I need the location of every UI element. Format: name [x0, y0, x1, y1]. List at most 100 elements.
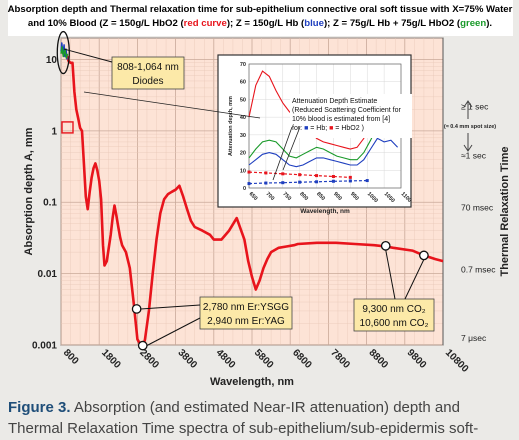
y2-axis-label: Thermal Relaxation Time: [499, 146, 511, 276]
inset-grid: [248, 63, 402, 189]
inset-series-marker: [348, 179, 352, 183]
inset-legend-hbo2: = HbO2 ): [333, 125, 364, 132]
inset-x-tick-label: 650: [248, 191, 259, 202]
annotation-diodes-line: Diodes: [132, 76, 163, 87]
x-tick-label: 9800: [405, 347, 429, 371]
inset-series-marker: [264, 181, 268, 185]
inset-y-tick-label: 0: [243, 186, 246, 192]
annotation-co2: 9,300 nm CO₂ 10,600 nm CO₂: [353, 298, 435, 332]
inset-series-marker: [331, 179, 335, 183]
series-line-0: [60, 50, 444, 350]
figure-caption: Figure 3. Absorption (and estimated Near…: [8, 397, 513, 439]
arrow-down-icon: [463, 133, 473, 152]
inset-arrow-hb: [272, 126, 293, 181]
laser-point-marker-2: [380, 240, 391, 251]
inset-series-marker: [348, 175, 352, 179]
inset-title-line: (Reduced Scattering Coefficient for: [292, 107, 401, 114]
inset-series-line-2: [248, 137, 399, 168]
y-tick-label: 0.001: [32, 341, 57, 352]
inset-series-marker: [281, 172, 285, 176]
inset-title-line: Attenuation Depth Estimate: [292, 98, 377, 105]
inset-series-marker: [264, 171, 268, 175]
chart-title-line1: Absorption depth and Thermal relaxation …: [8, 4, 513, 15]
y-axis-label: Absorption depth A, mm: [23, 127, 35, 255]
inset-y-tick-label: 60: [240, 80, 246, 86]
inset-y-tick-label: 50: [240, 97, 246, 103]
spot-size-note: (≈ 0.4 mm spot size): [444, 124, 496, 130]
title-line2-part-4: ); Z = 75g/L Hb + 75g/L HbO2 (: [324, 18, 461, 29]
x-tick-label: 2800: [137, 347, 161, 371]
inset-series-marker: [331, 174, 335, 178]
absorption-depth-chart: Absorption depth and Thermal relaxation …: [8, 0, 513, 388]
y2-tick-label: 0.7 msec: [461, 264, 496, 274]
inset-x-tick-label: 800: [298, 191, 309, 202]
laser-point-marker-1: [137, 340, 148, 351]
y-tick-label: 10: [46, 55, 58, 66]
leader-eryag: [146, 317, 201, 347]
leader-co2-10600: [404, 259, 425, 300]
laser-point-marker-0: [131, 304, 142, 314]
inset-x-axis-label: Wavelength, nm: [300, 208, 350, 215]
series-line-2: [60, 46, 69, 59]
inset-series-marker: [315, 180, 319, 184]
annotation-co2-line: 9,300 nm CO₂: [362, 304, 425, 315]
x-axis-label: Wavelength, nm: [210, 376, 294, 388]
leader-diodes: [63, 48, 113, 63]
inset-to-main-leader: [83, 91, 261, 119]
inset-y-tick-label: 10: [240, 168, 246, 174]
caption-label: Figure 3.: [8, 399, 71, 416]
x-tick-label: 6800: [290, 347, 314, 371]
inset-series-marker: [298, 180, 302, 184]
annotation-erbium-box: [199, 296, 293, 330]
y2-tick-label: ≈1 sec: [461, 151, 487, 161]
diode-square-marker: [61, 121, 74, 134]
title-line2-part-0: and 10% Blood (Z = 150g/L HbO2 (: [28, 18, 185, 29]
inset-title-line: 10% blood is estimated from [4]: [292, 116, 390, 123]
x-tick-label: 800: [61, 347, 81, 367]
x-tick-label: 4800: [214, 347, 238, 371]
annotation-diodes-line: 808-1,064 nm: [117, 62, 179, 73]
inset-y-axis-label: Attenuation depth, mm: [228, 96, 234, 156]
title-line2-part-5: green: [460, 18, 486, 29]
annotation-erbium: 2,780 nm Er:YSGG 2,940 nm Er:YAG: [199, 296, 293, 330]
leader-co2-9300: [385, 249, 396, 300]
inset-series-marker: [365, 179, 369, 183]
inset-y-tick-label: 30: [240, 133, 246, 139]
x-tick-label: 10800: [443, 347, 471, 375]
chart-title-line2: and 10% Blood (Z = 150g/L HbO2 (red curv…: [28, 18, 492, 29]
inset-x-tick-label: 700: [264, 191, 275, 202]
figure-panel: Absorption depth and Thermal relaxation …: [7, 0, 513, 388]
title-line2-part-1: red curve: [184, 18, 227, 29]
inset-label-background: [290, 94, 412, 138]
inset-series-marker: [247, 182, 251, 186]
y-tick-label: 0.1: [43, 198, 57, 209]
caption-text: Absorption (and estimated Near-IR attenu…: [8, 399, 479, 437]
inset-arrow-hbo2: [282, 126, 301, 171]
y-tick-label: 0.01: [38, 269, 58, 280]
annotation-erbium-line: 2,780 nm Er:YSGG: [203, 302, 289, 313]
annotation-diodes: 808-1,064 nm Diodes: [111, 56, 185, 90]
title-line2-part-2: ); Z = 150g/L Hb (: [227, 18, 305, 29]
inset-y-tick-label: 40: [240, 115, 246, 121]
laser-point-marker-3: [419, 250, 429, 261]
y2-tick-label: ≥ 1 sec: [461, 101, 489, 111]
y-tick-label: 1: [51, 126, 57, 137]
diode-ellipse-marker: [56, 30, 70, 75]
inset-x-tick-label: 950: [349, 191, 360, 202]
annotation-co2-box: [353, 298, 435, 332]
inset-legend-for: for:: [292, 125, 304, 132]
annotation-co2-line: 10,600 nm CO₂: [360, 318, 429, 329]
inset-series-marker: [247, 170, 251, 174]
inset-x-tick-label: 850: [315, 191, 326, 202]
hbo2-legend-icon: ■: [329, 125, 333, 132]
inset-x-tick-label: 750: [281, 191, 292, 202]
title-line2-part-6: ).: [486, 18, 492, 29]
arrow-up-icon: [463, 100, 473, 119]
title-background: [8, 0, 513, 36]
x-tick-label: 1800: [99, 347, 123, 371]
annotation-diodes-box: [111, 56, 185, 90]
x-tick-label: 8800: [366, 347, 390, 371]
inset-legend-hb: = Hb;: [308, 125, 329, 132]
inset-legend-line: for: ■ = Hb; ■ = HbO2 ): [292, 125, 364, 132]
x-tick-label: 3800: [175, 347, 199, 371]
